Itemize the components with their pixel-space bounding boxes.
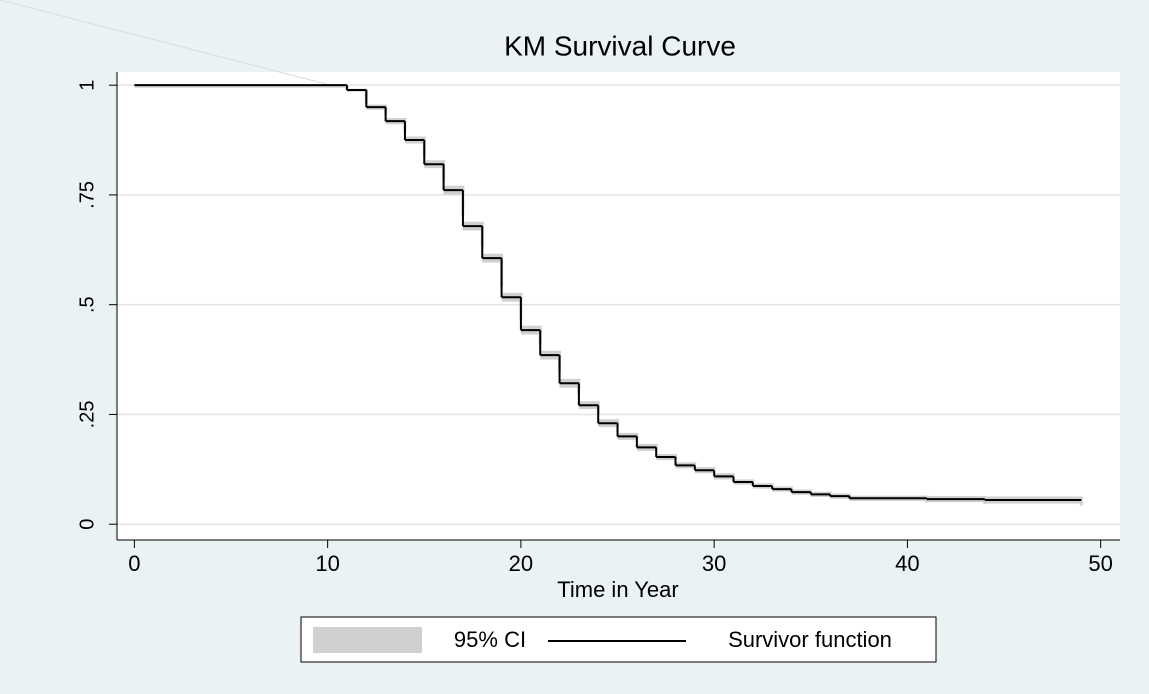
artifact-line (0, 0, 331, 86)
legend-label: 95% CI (454, 627, 526, 652)
plot-area (117, 72, 1120, 540)
x-tick-label: 10 (315, 551, 339, 576)
chart-title: KM Survival Curve (504, 30, 736, 61)
y-tick-label: .5 (76, 296, 98, 313)
y-tick-label: .25 (76, 401, 98, 429)
y-tick-label: .75 (76, 181, 98, 209)
legend-label: Survivor function (728, 627, 892, 652)
ci-band (134, 85, 347, 88)
ci-riser (693, 462, 697, 466)
y-tick-label: 0 (76, 519, 98, 530)
x-tick-label: 0 (128, 551, 140, 576)
y-tick-label: 1 (76, 80, 98, 91)
x-tick-label: 40 (895, 551, 919, 576)
x-axis-label: Time in Year (557, 577, 678, 602)
legend-swatch (313, 627, 422, 653)
ci-riser (731, 473, 735, 476)
ci-riser (712, 467, 716, 470)
x-tick-label: 50 (1088, 551, 1112, 576)
x-tick-label: 30 (702, 551, 726, 576)
x-tick-label: 20 (509, 551, 533, 576)
